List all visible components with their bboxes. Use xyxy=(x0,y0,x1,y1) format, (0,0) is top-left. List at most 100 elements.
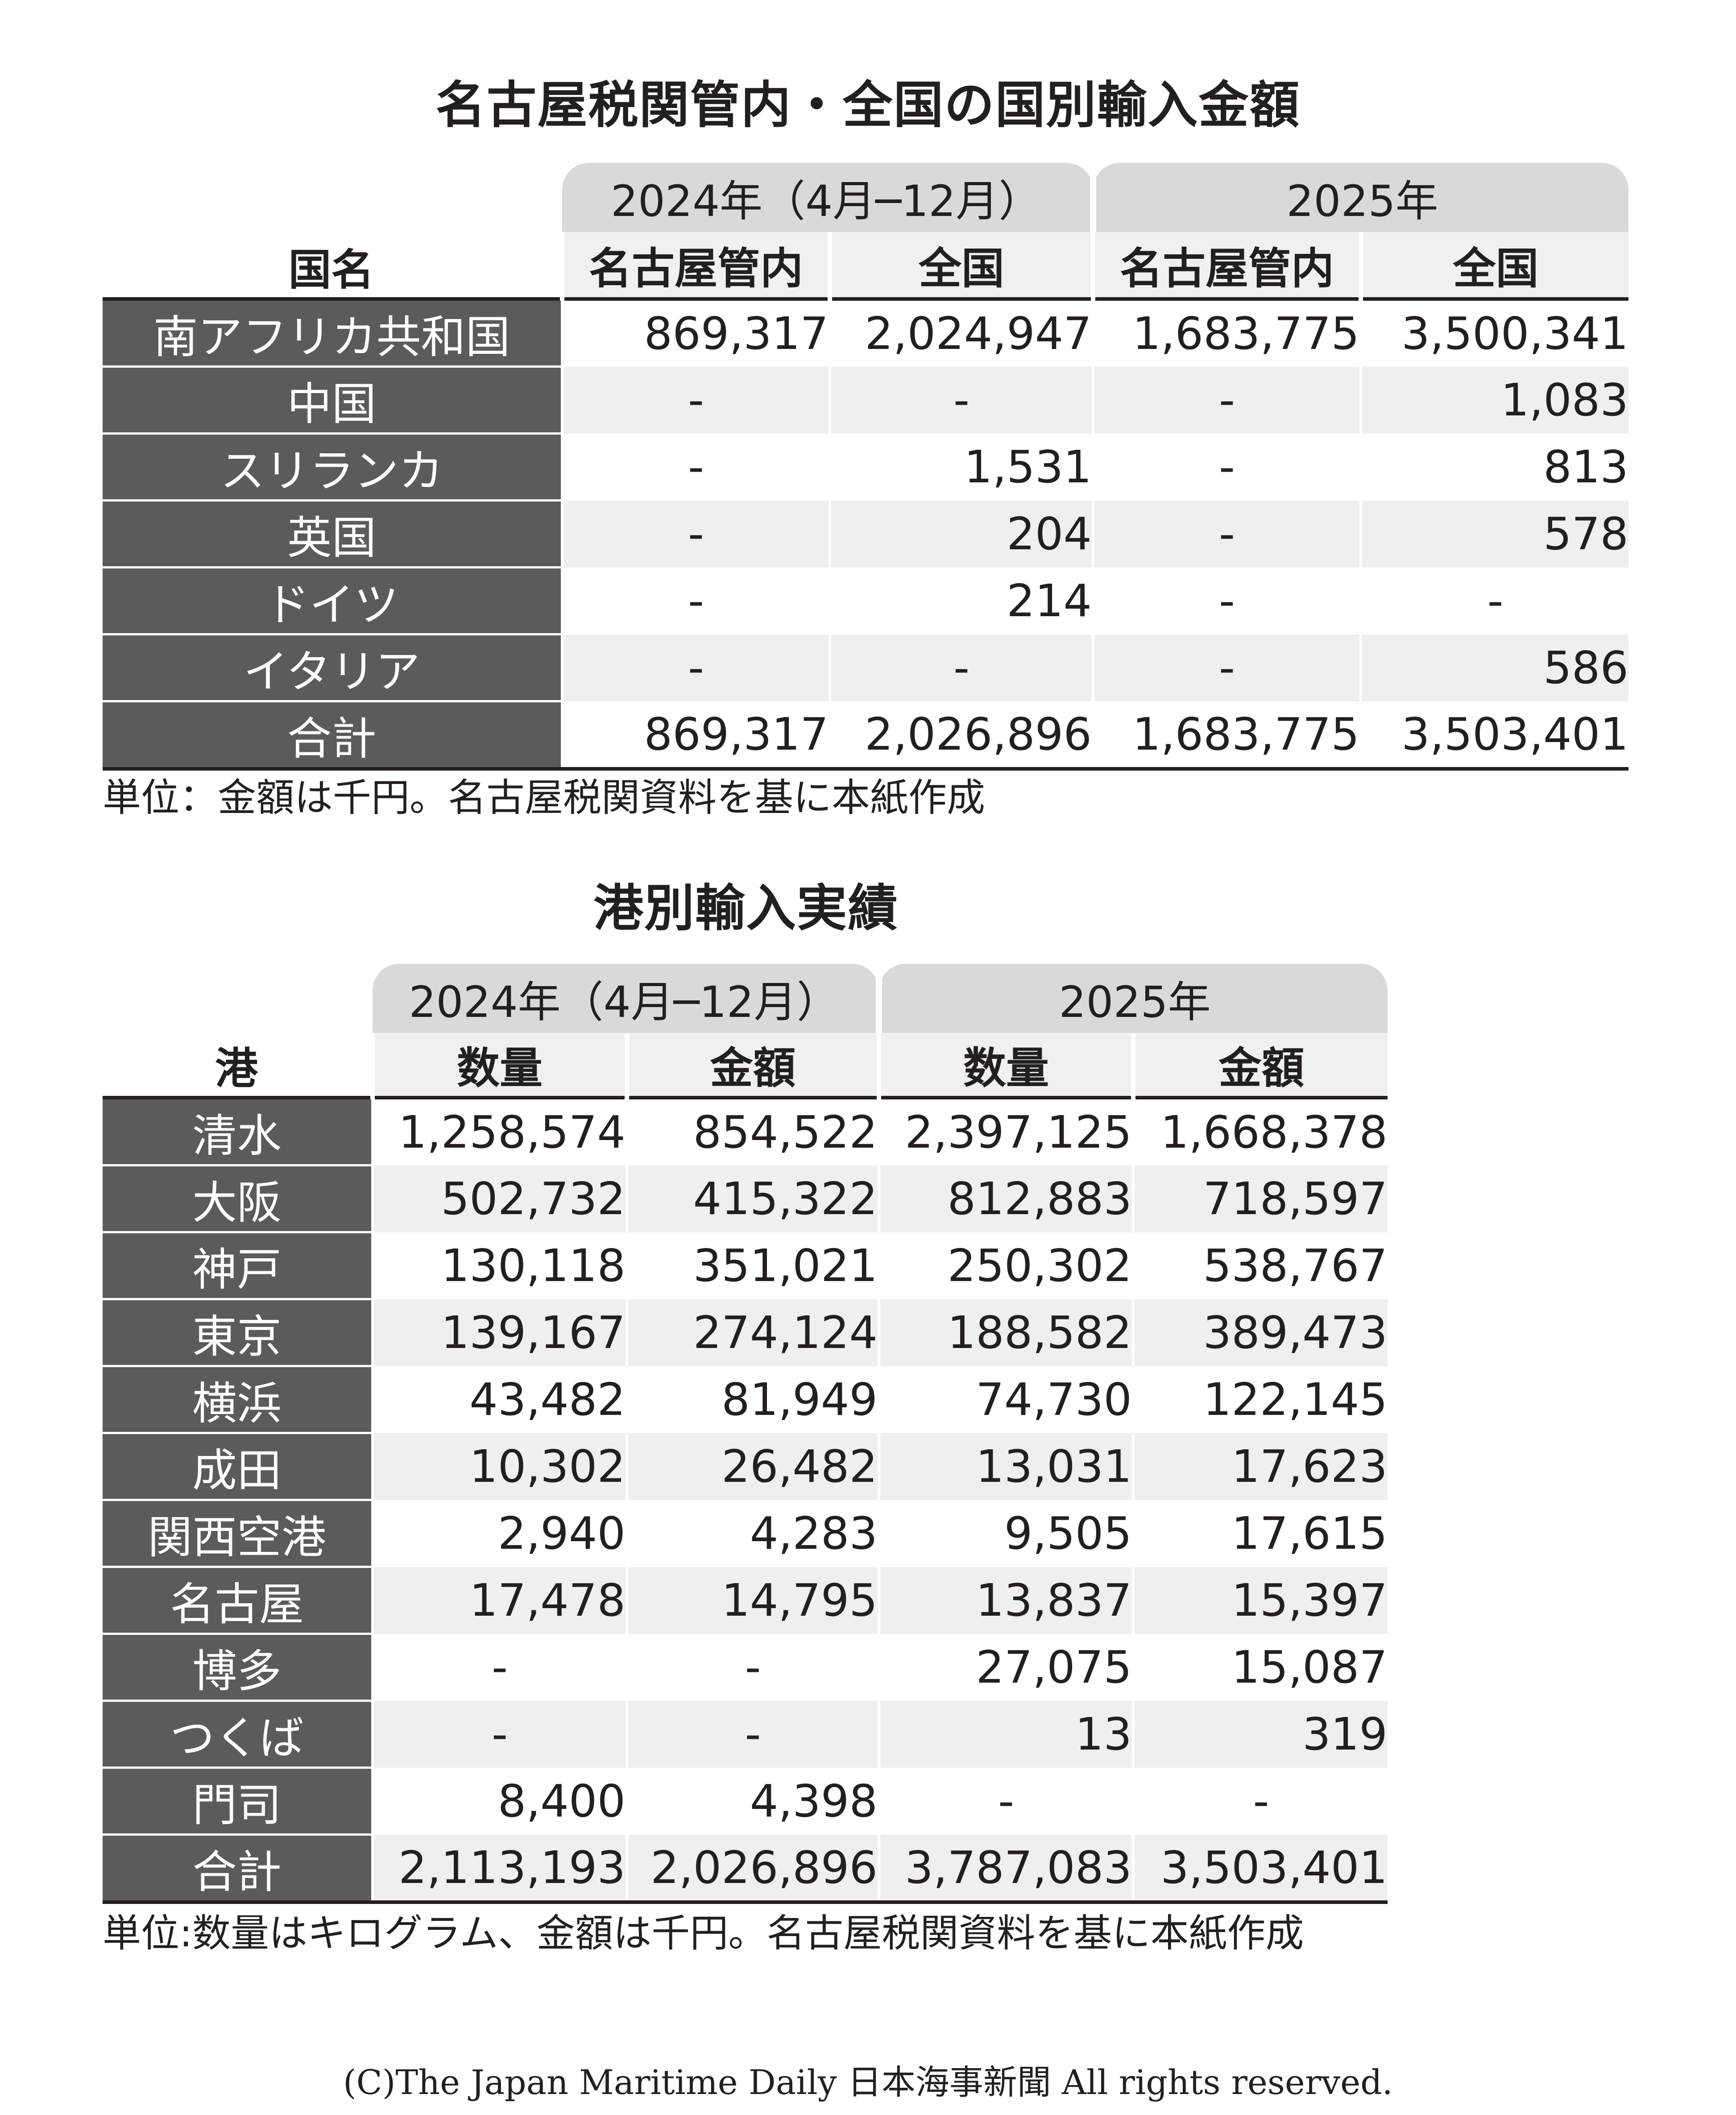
sub-header-quantity-2025: 数量 xyxy=(877,1033,1133,1099)
table-cell: 250,302 xyxy=(878,1232,1133,1299)
row-label: 神戸 xyxy=(103,1231,373,1299)
table-row: 南アフリカ共和国 869,317 2,024,947 1,683,775 3,500,3… xyxy=(103,298,1628,367)
table-row: 博多 - -27,075 15,087 xyxy=(103,1633,1388,1701)
row-label: 南アフリカ共和国 xyxy=(103,298,562,367)
row-label: 門司 xyxy=(103,1767,373,1835)
table-cell: 1,083 xyxy=(1359,366,1628,434)
table-cell: 122,145 xyxy=(1132,1366,1388,1433)
table-cell: 26,482 xyxy=(626,1433,879,1500)
table-cell: 2,026,896 xyxy=(626,1834,879,1904)
sub-header-national-2025: 全国 xyxy=(1359,232,1628,301)
row-label: 成田 xyxy=(103,1432,373,1500)
table-cell: - xyxy=(561,567,830,634)
table-cell: 2,397,125 xyxy=(878,1098,1133,1165)
table-cell: 17,478 xyxy=(371,1567,627,1634)
table-cell: 4,398 xyxy=(626,1767,879,1835)
table-cell: 586 xyxy=(1359,634,1628,701)
table-cell: 8,400 xyxy=(371,1767,627,1835)
table-cell: 1,668,378 xyxy=(1132,1098,1388,1165)
row-label: 横浜 xyxy=(103,1365,373,1433)
table-row: 成田 10,302 26,482 13,031 17,623 xyxy=(103,1432,1388,1500)
table-cell: 813 xyxy=(1359,433,1628,501)
group-header-2025: 2025年 xyxy=(876,964,1388,1033)
row-label: イタリア xyxy=(103,633,562,701)
corner-label-port: 港 xyxy=(103,1033,373,1099)
table-cell: 188,582 xyxy=(878,1299,1133,1366)
row-label: 清水 xyxy=(103,1096,373,1165)
table-cell: - xyxy=(1092,500,1361,568)
sub-header-national-2024: 全国 xyxy=(828,232,1093,301)
table-row: 関西空港 2,940 4,283 9,505 17,615 xyxy=(103,1499,1388,1567)
group-header-2024: 2024年（4月─12月） xyxy=(562,163,1093,232)
table-cell: 10,302 xyxy=(371,1433,627,1500)
row-label: スリランカ xyxy=(103,432,562,501)
table-cell: 1,683,775 xyxy=(1092,299,1361,367)
port-import-table: 2024年（4月─12月） 2025年 港 数量 金額 数量 金額 清水 1,25… xyxy=(103,964,1388,1904)
row-label: 中国 xyxy=(103,365,562,434)
table-cell: - xyxy=(561,433,830,501)
table-cell: 130,118 xyxy=(371,1232,627,1299)
table-row: 神戸 130,118 351,021 250,302 538,767 xyxy=(103,1231,1388,1299)
table-row: 合計 869,317 2,026,896 1,683,775 3,503,401 xyxy=(103,700,1628,771)
table-cell: 15,397 xyxy=(1132,1567,1388,1634)
table-cell: - xyxy=(1092,366,1361,434)
table-cell: 13,031 xyxy=(878,1433,1133,1500)
row-label: 合計 xyxy=(103,700,562,771)
table-cell: 812,883 xyxy=(878,1165,1133,1232)
row-label: 英国 xyxy=(103,499,562,568)
row-label: 大阪 xyxy=(103,1164,373,1232)
table-row: 大阪 502,732 415,322 812,883 718,597 xyxy=(103,1164,1388,1232)
table-cell: 2,113,193 xyxy=(371,1834,627,1904)
table2-note: 単位:数量はキログラム、金額は千円。名古屋税関資料を基に本紙作成 xyxy=(103,1911,1304,1956)
table-cell: 718,597 xyxy=(1132,1165,1388,1232)
row-label: 東京 xyxy=(103,1298,373,1366)
table-row: ドイツ -214- - xyxy=(103,566,1628,634)
table-cell: 43,482 xyxy=(371,1366,627,1433)
table-cell: 15,087 xyxy=(1132,1634,1388,1701)
table-cell: 869,317 xyxy=(561,701,830,771)
table-cell: 13 xyxy=(878,1700,1133,1768)
table-cell: 319 xyxy=(1132,1700,1388,1768)
table-cell: 3,503,401 xyxy=(1359,701,1628,771)
table-row: イタリア - - -586 xyxy=(103,633,1628,701)
corner-label-country: 国名 xyxy=(103,232,562,301)
table-cell: 578 xyxy=(1359,500,1628,568)
table-cell: 1,683,775 xyxy=(1092,701,1361,771)
table-cell: 139,167 xyxy=(371,1299,627,1366)
country-import-table: 2024年（4月─12月） 2025年 国名 名古屋管内 全国 名古屋管内 全国… xyxy=(103,163,1628,771)
table-cell: 502,732 xyxy=(371,1165,627,1232)
sub-header-quantity-2024: 数量 xyxy=(370,1033,627,1099)
table-cell: - xyxy=(1092,567,1361,634)
table-cell: 854,522 xyxy=(626,1098,879,1165)
row-label: 関西空港 xyxy=(103,1499,373,1567)
table-cell: 1,531 xyxy=(829,433,1093,501)
table-cell: - xyxy=(371,1700,627,1768)
table-cell: 27,075 xyxy=(878,1634,1133,1701)
sub-header-nagoya-2025: 名古屋管内 xyxy=(1091,232,1361,301)
table-cell: 13,837 xyxy=(878,1567,1133,1634)
table-cell: 538,767 xyxy=(1132,1232,1388,1299)
table-cell: 351,021 xyxy=(626,1232,879,1299)
table-row: 門司 8,400 4,398- - xyxy=(103,1767,1388,1835)
table-cell: 214 xyxy=(829,567,1093,634)
row-label: 名古屋 xyxy=(103,1566,373,1634)
table-cell: 204 xyxy=(829,500,1093,568)
table-cell: 3,503,401 xyxy=(1132,1834,1388,1904)
table-row: つくば - -13 319 xyxy=(103,1700,1388,1768)
table-cell: 389,473 xyxy=(1132,1299,1388,1366)
table-cell: - xyxy=(1359,567,1628,634)
table-cell: 1,258,574 xyxy=(371,1098,627,1165)
table-row: 中国 - - -1,083 xyxy=(103,365,1628,434)
group-header-2024: 2024年（4月─12月） xyxy=(373,964,879,1033)
table-cell: - xyxy=(829,366,1093,434)
table-cell: 74,730 xyxy=(878,1366,1133,1433)
row-label: 博多 xyxy=(103,1633,373,1701)
table-row: 合計 2,113,193 2,026,896 3,787,083 3,503,401 xyxy=(103,1833,1388,1904)
table-cell: - xyxy=(1092,634,1361,701)
table-cell: - xyxy=(371,1634,627,1701)
table-cell: - xyxy=(561,634,830,701)
row-label: 合計 xyxy=(103,1833,373,1904)
group-header-2025: 2025年 xyxy=(1090,163,1628,232)
table-cell: 2,026,896 xyxy=(829,701,1093,771)
sub-header-nagoya-2024: 名古屋管内 xyxy=(560,232,830,301)
